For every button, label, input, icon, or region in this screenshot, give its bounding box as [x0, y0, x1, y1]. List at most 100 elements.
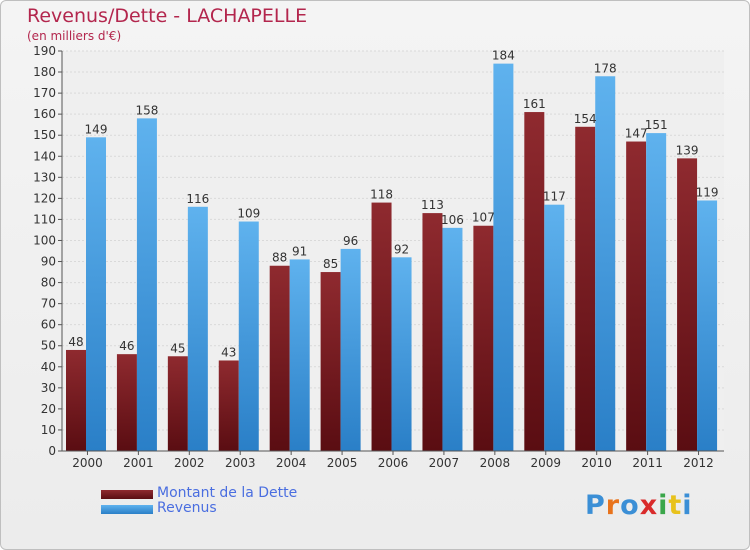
data-label-revenus-2002: 116 [186, 192, 209, 206]
bar-revenus-2011 [646, 133, 667, 451]
x-tick-label-2000: 2000 [72, 456, 103, 470]
x-tick-label-2009: 2009 [530, 456, 561, 470]
data-label-revenus-2007: 106 [441, 213, 464, 227]
logo-letter: o [620, 490, 640, 521]
logo-letter: i [658, 490, 669, 521]
data-label-dette-2009: 161 [523, 97, 546, 111]
data-label-dette-2003: 43 [221, 345, 236, 359]
logo-letter: i [682, 490, 693, 521]
y-tick-label: 90 [41, 255, 56, 269]
y-tick-label: 50 [41, 339, 56, 353]
bar-dette-2000 [66, 349, 86, 451]
data-label-revenus-2001: 158 [135, 103, 158, 117]
data-label-revenus-2006: 92 [394, 242, 409, 256]
bar-revenus-2001 [136, 118, 157, 452]
bar-revenus-2008 [493, 63, 514, 451]
bar-dette-2006 [371, 202, 392, 451]
bars-layer [66, 63, 718, 452]
bar-dette-2011 [626, 141, 647, 452]
legend-swatch-dette [101, 490, 153, 499]
bar-revenus-2004 [289, 259, 310, 451]
y-tick-label: 0 [48, 444, 56, 458]
data-label-revenus-2012: 119 [696, 185, 719, 199]
bar-revenus-2012 [697, 200, 718, 451]
y-tick-label: 40 [41, 360, 56, 374]
data-label-revenus-2004: 91 [292, 244, 307, 258]
data-label-dette-2008: 107 [472, 211, 495, 225]
x-tick-label-2007: 2007 [429, 456, 460, 470]
y-tick-label: 190 [33, 44, 56, 58]
x-tick-label-2003: 2003 [225, 456, 256, 470]
data-label-dette-2012: 139 [676, 143, 699, 157]
x-tick-label-2005: 2005 [327, 456, 358, 470]
chart-title: Revenus/Dette - LACHAPELLE [27, 5, 308, 27]
bar-dette-2001 [116, 354, 137, 451]
bar-revenus-2007 [442, 227, 463, 451]
data-label-dette-2000: 48 [68, 335, 83, 349]
bar-revenus-2005 [340, 248, 361, 451]
y-tick-label: 110 [33, 212, 56, 226]
bar-dette-2007 [422, 213, 443, 451]
y-tick-label: 70 [41, 297, 56, 311]
bar-dette-2005 [320, 272, 341, 451]
x-tick-label-2012: 2012 [683, 456, 714, 470]
y-tick-label: 120 [33, 191, 56, 205]
data-label-revenus-2000: 149 [85, 122, 108, 136]
bar-dette-2004 [269, 265, 290, 451]
x-tick-label-2004: 2004 [276, 456, 307, 470]
logo-letter: t [668, 490, 683, 521]
data-label-dette-2004: 88 [272, 251, 287, 265]
logo-letter: P [585, 490, 606, 521]
bar-dette-2008 [473, 225, 494, 451]
data-label-dette-2010: 154 [574, 112, 597, 126]
bar-revenus-2006 [391, 257, 412, 451]
y-tick-label: 10 [41, 423, 56, 437]
logo-letter: r [605, 490, 621, 521]
data-label-revenus-2003: 109 [237, 207, 260, 221]
bar-dette-2010 [575, 126, 596, 451]
y-tick-label: 30 [41, 381, 56, 395]
bar-dette-2003 [218, 360, 239, 451]
y-tick-label: 100 [33, 233, 56, 247]
y-tick-label: 130 [33, 170, 56, 184]
data-label-dette-2007: 113 [421, 198, 444, 212]
y-tick-label: 60 [41, 318, 56, 332]
y-tick-label: 160 [33, 107, 56, 121]
x-tick-label-2011: 2011 [632, 456, 663, 470]
y-tick-label: 20 [41, 402, 56, 416]
data-label-revenus-2005: 96 [343, 234, 358, 248]
x-tick-label-2002: 2002 [174, 456, 205, 470]
legend-label-revenus: Revenus [157, 500, 217, 516]
x-tick-label-2008: 2008 [480, 456, 511, 470]
data-label-dette-2002: 45 [170, 341, 185, 355]
legend-label-dette: Montant de la Dette [157, 485, 298, 501]
legend-swatch-revenus [101, 505, 153, 514]
data-label-revenus-2010: 178 [594, 61, 617, 75]
y-tick-label: 80 [41, 276, 56, 290]
data-label-revenus-2008: 184 [492, 49, 515, 63]
x-tick-label-2001: 2001 [123, 456, 154, 470]
proxiti-logo: Proxiti [585, 490, 693, 521]
axis-layer: 0 10 20 30 40 50 60 70 80 90 100 110 120 130 140 150 160… [33, 44, 724, 470]
bar-dette-2012 [677, 158, 698, 452]
data-label-dette-2001: 46 [119, 339, 134, 353]
bar-revenus-2000 [86, 137, 106, 451]
y-tick-label: 170 [33, 86, 56, 100]
chart-subtitle: (en milliers d'€) [27, 29, 122, 43]
y-tick-label: 180 [33, 65, 56, 79]
y-tick-label: 140 [33, 149, 56, 163]
y-tick-label: 150 [33, 128, 56, 142]
data-label-revenus-2009: 117 [543, 190, 566, 204]
data-label-dette-2011: 147 [625, 127, 648, 141]
data-label-dette-2005: 85 [323, 257, 338, 271]
bar-revenus-2010 [595, 76, 616, 452]
bar-dette-2002 [167, 356, 188, 451]
data-label-revenus-2011: 151 [645, 118, 668, 132]
bar-revenus-2009 [544, 204, 565, 451]
x-tick-label-2006: 2006 [378, 456, 409, 470]
bar-revenus-2002 [187, 206, 208, 451]
bar-dette-2009 [524, 112, 545, 451]
